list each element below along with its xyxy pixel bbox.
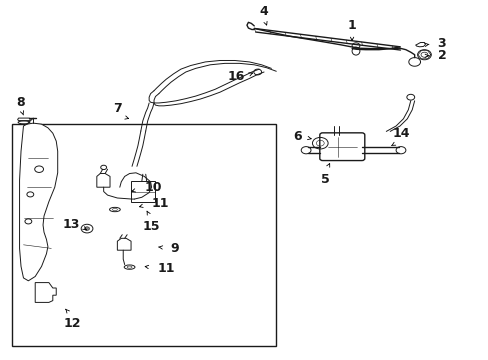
Text: 15: 15 (142, 220, 160, 233)
Polygon shape (415, 42, 425, 47)
Polygon shape (117, 238, 131, 250)
Text: 8: 8 (17, 96, 25, 109)
Polygon shape (35, 283, 56, 302)
Text: 13: 13 (62, 219, 80, 231)
Text: 14: 14 (391, 127, 409, 140)
Polygon shape (18, 118, 30, 121)
Text: 3: 3 (437, 37, 446, 50)
Circle shape (253, 69, 261, 75)
Text: 12: 12 (63, 317, 81, 330)
FancyBboxPatch shape (319, 133, 364, 161)
Text: 10: 10 (144, 181, 162, 194)
Text: 2: 2 (437, 49, 446, 62)
Text: 5: 5 (320, 173, 329, 186)
Text: 16: 16 (226, 70, 244, 83)
Polygon shape (20, 123, 58, 281)
Polygon shape (97, 174, 110, 187)
Text: 1: 1 (347, 19, 356, 32)
Text: 11: 11 (151, 197, 169, 210)
Text: 7: 7 (113, 102, 122, 115)
Circle shape (84, 227, 89, 230)
Text: 11: 11 (157, 262, 175, 275)
Bar (131, 181, 154, 202)
Text: 4: 4 (259, 5, 268, 18)
Bar (12, 124, 276, 346)
Text: 6: 6 (293, 130, 302, 143)
Text: 9: 9 (170, 242, 179, 255)
